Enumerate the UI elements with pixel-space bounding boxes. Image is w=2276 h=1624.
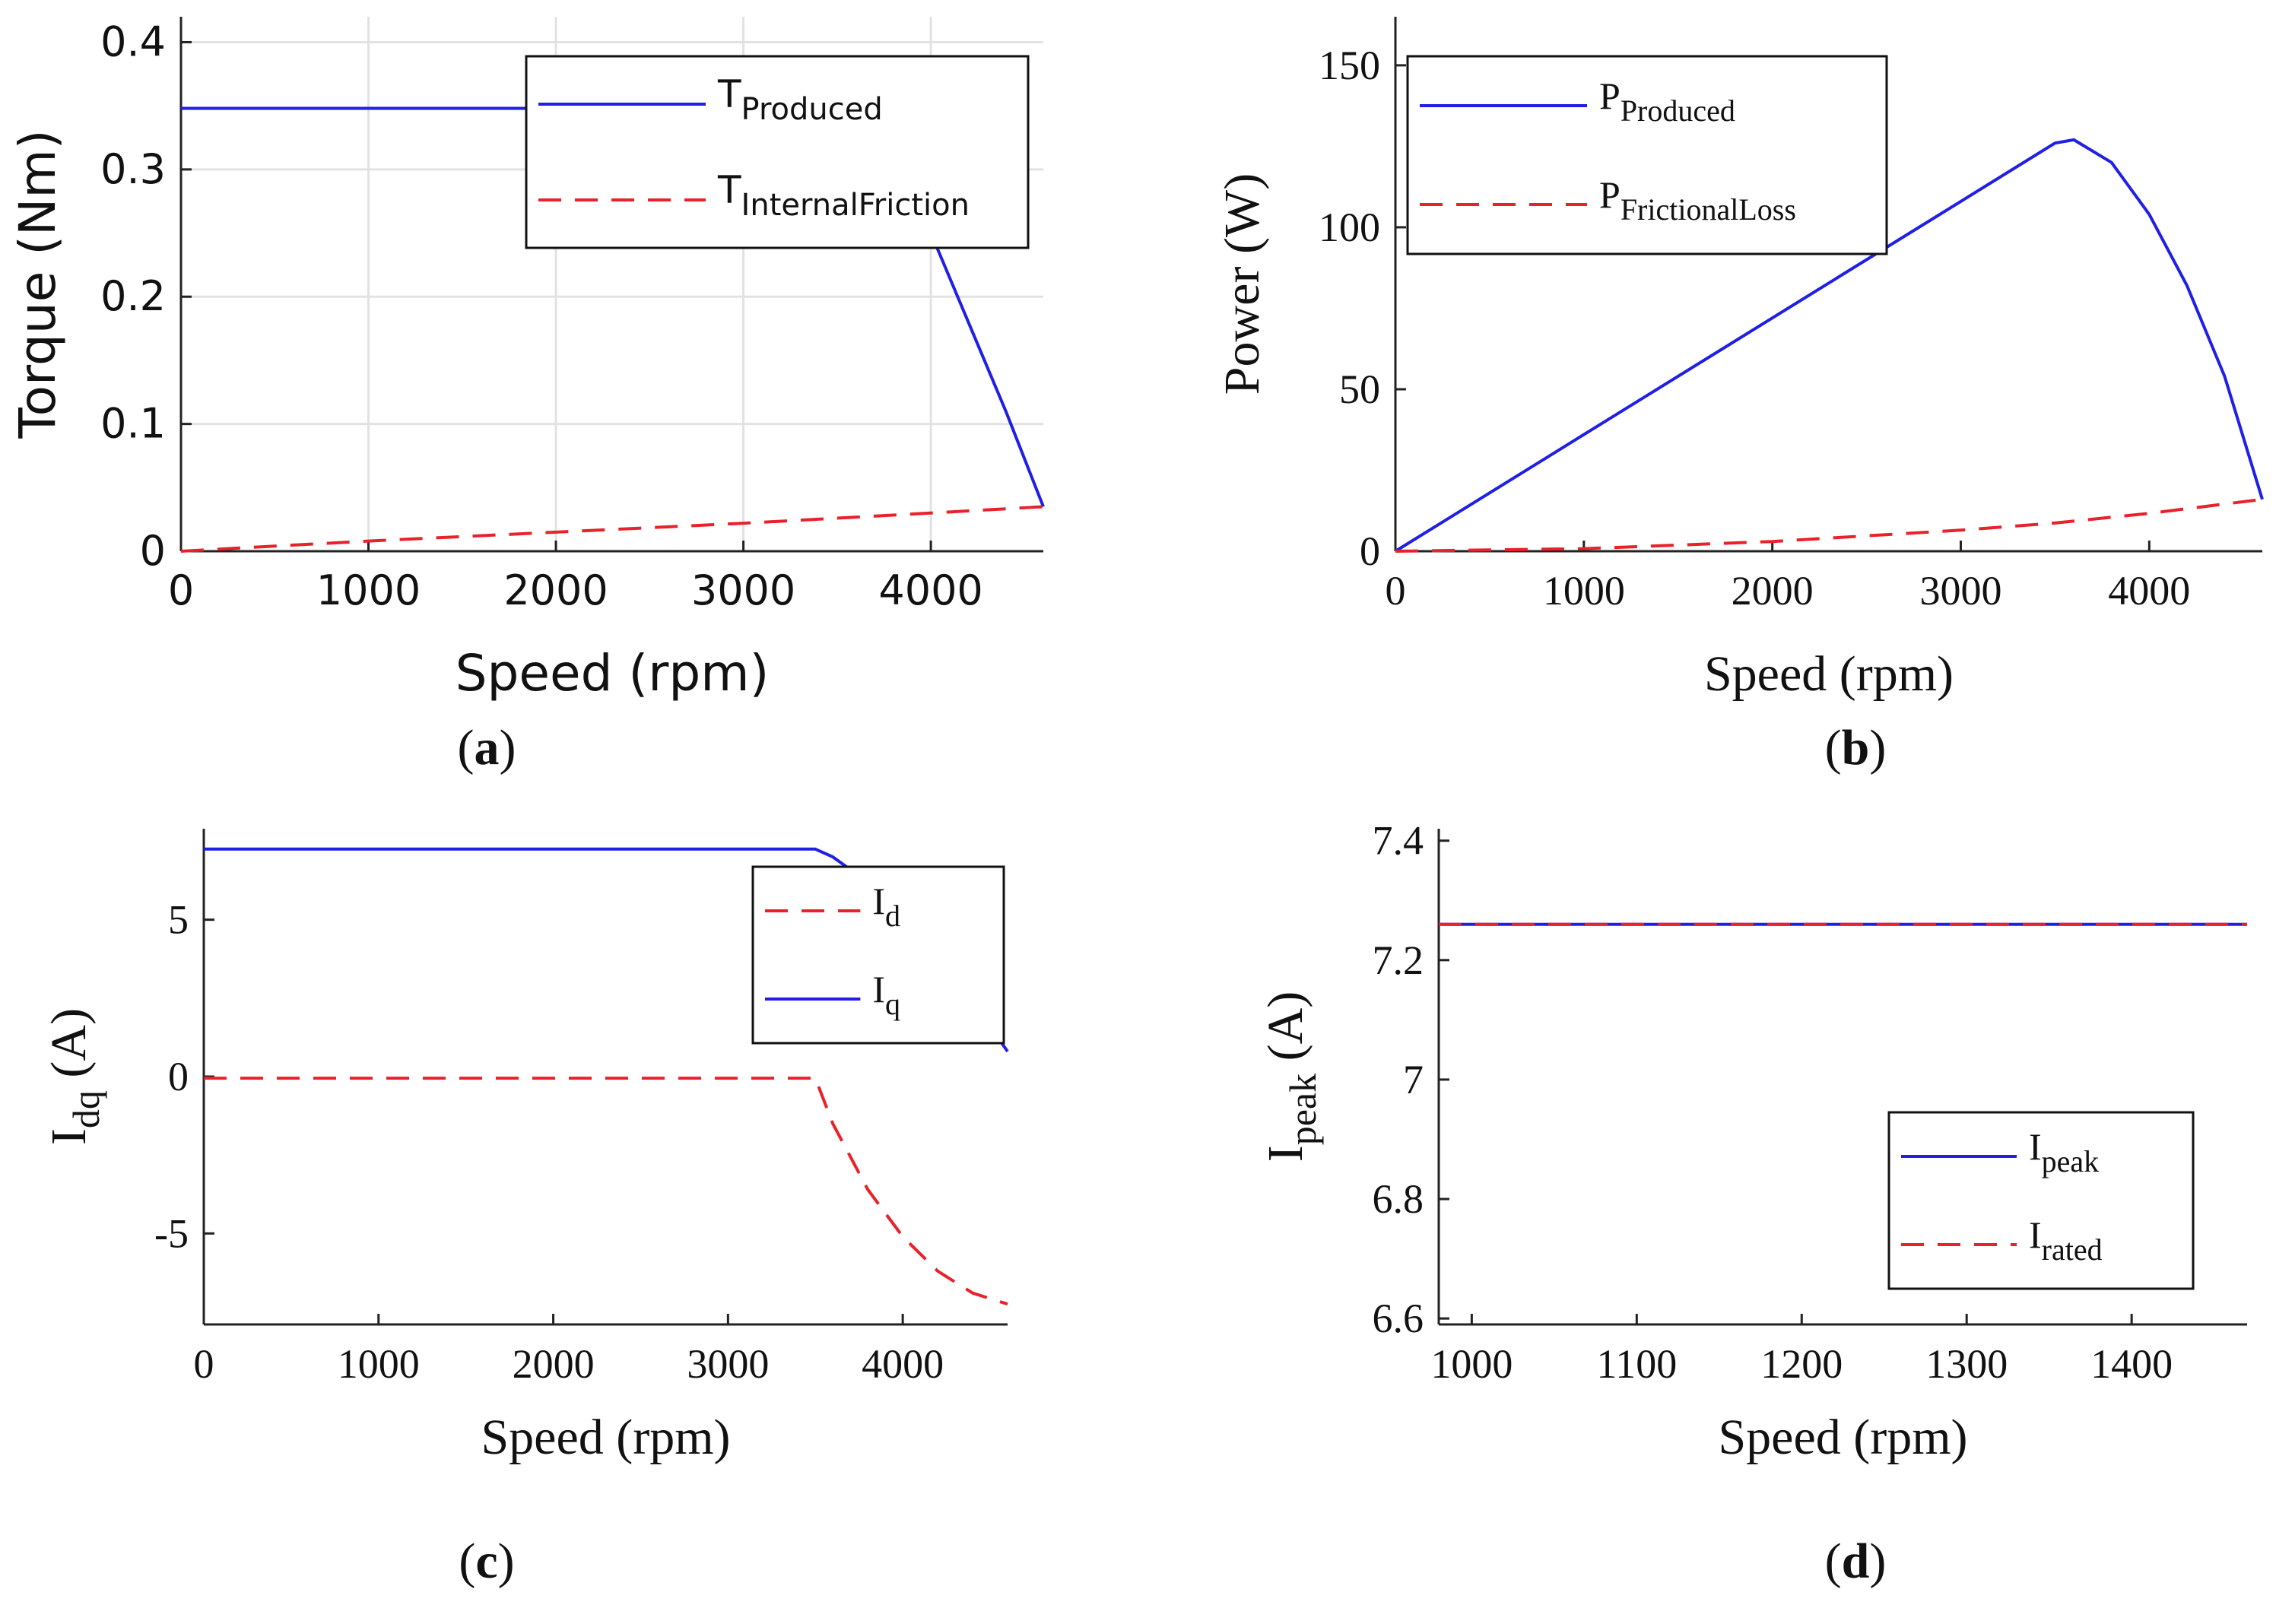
x-tick-label: 0 xyxy=(168,566,194,614)
y-axis-label: Idq (A) xyxy=(41,1008,107,1145)
x-tick-label: 2000 xyxy=(503,566,608,614)
y-tick-label: 150 xyxy=(1319,43,1380,88)
legend-entry: Irated xyxy=(2029,1213,2103,1267)
series-line-p-frictionalloss xyxy=(1395,497,2263,553)
x-tick-label: 1000 xyxy=(316,566,421,614)
x-axis-label: Speed (rpm) xyxy=(481,1410,730,1465)
legend-entry: Iq xyxy=(872,968,900,1021)
legend: PProduced PFrictionalLoss xyxy=(1406,55,1888,255)
y-tick-label: 0.3 xyxy=(100,145,166,193)
panel-caption: (d) xyxy=(1825,1534,1887,1589)
x-tick-label: 4000 xyxy=(878,566,982,614)
legend-entry: PFrictionalLoss xyxy=(1599,173,1796,227)
x-tick-label: 2000 xyxy=(1732,568,1814,614)
y-tick-label: 0 xyxy=(140,527,166,575)
y-axis-label: Torque (Nm) xyxy=(8,130,67,439)
y-axis-label-unit: (A) xyxy=(41,1008,97,1090)
y-tick-label: 0 xyxy=(168,1054,189,1099)
series-line-i-d xyxy=(204,1077,1008,1306)
series-line-t-internalfriction xyxy=(180,505,1044,553)
y-axis-label-unit: (A) xyxy=(1258,991,1313,1074)
y-tick-label: 6.8 xyxy=(1373,1176,1424,1222)
x-tick-label: 1200 xyxy=(1760,1341,1843,1387)
legend: TProduced TInternalFriction xyxy=(525,55,1030,249)
y-tick-label: 5 xyxy=(168,897,189,943)
legend-box xyxy=(525,55,1030,249)
y-axis-label-sub: peak xyxy=(1281,1074,1324,1145)
x-tick-label: 4000 xyxy=(2108,568,2190,614)
y-tick-label: 0 xyxy=(1360,528,1380,574)
legend-box xyxy=(751,865,1005,1045)
x-tick-label: 1000 xyxy=(338,1341,420,1387)
y-tick-label: 7.4 xyxy=(1373,818,1424,864)
legend-entry: TInternalFriction xyxy=(717,168,970,223)
x-tick-label: 2000 xyxy=(513,1341,595,1387)
panel-caption: (c) xyxy=(459,1534,514,1589)
y-axis-label: Power (W) xyxy=(1214,173,1270,395)
y-axis-label-sub: dq xyxy=(65,1090,107,1128)
x-tick-label: 0 xyxy=(194,1341,214,1387)
y-tick-label: 0.4 xyxy=(100,17,166,65)
x-tick-label: 3000 xyxy=(691,566,795,614)
x-axis-label: Speed (rpm) xyxy=(456,644,770,703)
x-axis-label: Speed (rpm) xyxy=(1704,646,1954,702)
y-tick-label: 100 xyxy=(1319,205,1380,250)
legend-entry: Id xyxy=(872,880,900,933)
legend-entry: PProduced xyxy=(1599,75,1735,128)
chart-b: 0 1000 2000 3000 4000 0 50 100 150 Speed (rpm) Pow… xyxy=(1214,17,2264,776)
x-tick-label: 1000 xyxy=(1543,568,1625,614)
panel-caption: (b) xyxy=(1825,720,1887,776)
y-axis-label-main: I xyxy=(1258,1145,1313,1162)
legend-box xyxy=(1887,1111,2195,1290)
y-tick-label: 0.1 xyxy=(100,400,166,448)
legend: Id Iq xyxy=(751,865,1005,1045)
chart-d: 1000 1100 1200 1300 1400 6.6 6.8 7 7.2 7.4 Speed (… xyxy=(1258,818,2247,1589)
legend-entry: TProduced xyxy=(717,72,883,127)
y-axis-label: Ipeak (A) xyxy=(1258,991,1324,1162)
y-axis-label-main: I xyxy=(41,1128,97,1145)
x-tick-label: 4000 xyxy=(862,1341,944,1387)
x-tick-label: 1100 xyxy=(1596,1341,1677,1387)
x-axis-label: Speed (rpm) xyxy=(1718,1410,1967,1465)
legend-entry: Ipeak xyxy=(2029,1125,2099,1178)
y-tick-label: 0.2 xyxy=(100,272,166,320)
legend-box xyxy=(1406,55,1888,255)
x-tick-label: 3000 xyxy=(687,1341,769,1387)
x-tick-label: 3000 xyxy=(1919,568,2001,614)
x-tick-label: 1000 xyxy=(1430,1341,1513,1387)
chart-a: 0 1000 2000 3000 4000 0 0.1 0.2 0.3 0.4 Speed (rpm… xyxy=(8,17,1045,776)
y-tick-label: 6.6 xyxy=(1373,1296,1424,1341)
x-tick-label: 1400 xyxy=(2090,1341,2173,1387)
y-tick-label: 7.2 xyxy=(1373,937,1424,983)
x-tick-label: 0 xyxy=(1386,568,1406,614)
series-line-p-produced xyxy=(1394,138,2264,553)
y-tick-label: 50 xyxy=(1339,366,1380,412)
x-tick-label: 1300 xyxy=(1925,1341,2008,1387)
y-tick-label: 7 xyxy=(1403,1057,1424,1102)
panel-caption: (a) xyxy=(458,720,516,776)
legend: Ipeak Irated xyxy=(1887,1111,2195,1290)
y-tick-label: -5 xyxy=(154,1210,189,1256)
